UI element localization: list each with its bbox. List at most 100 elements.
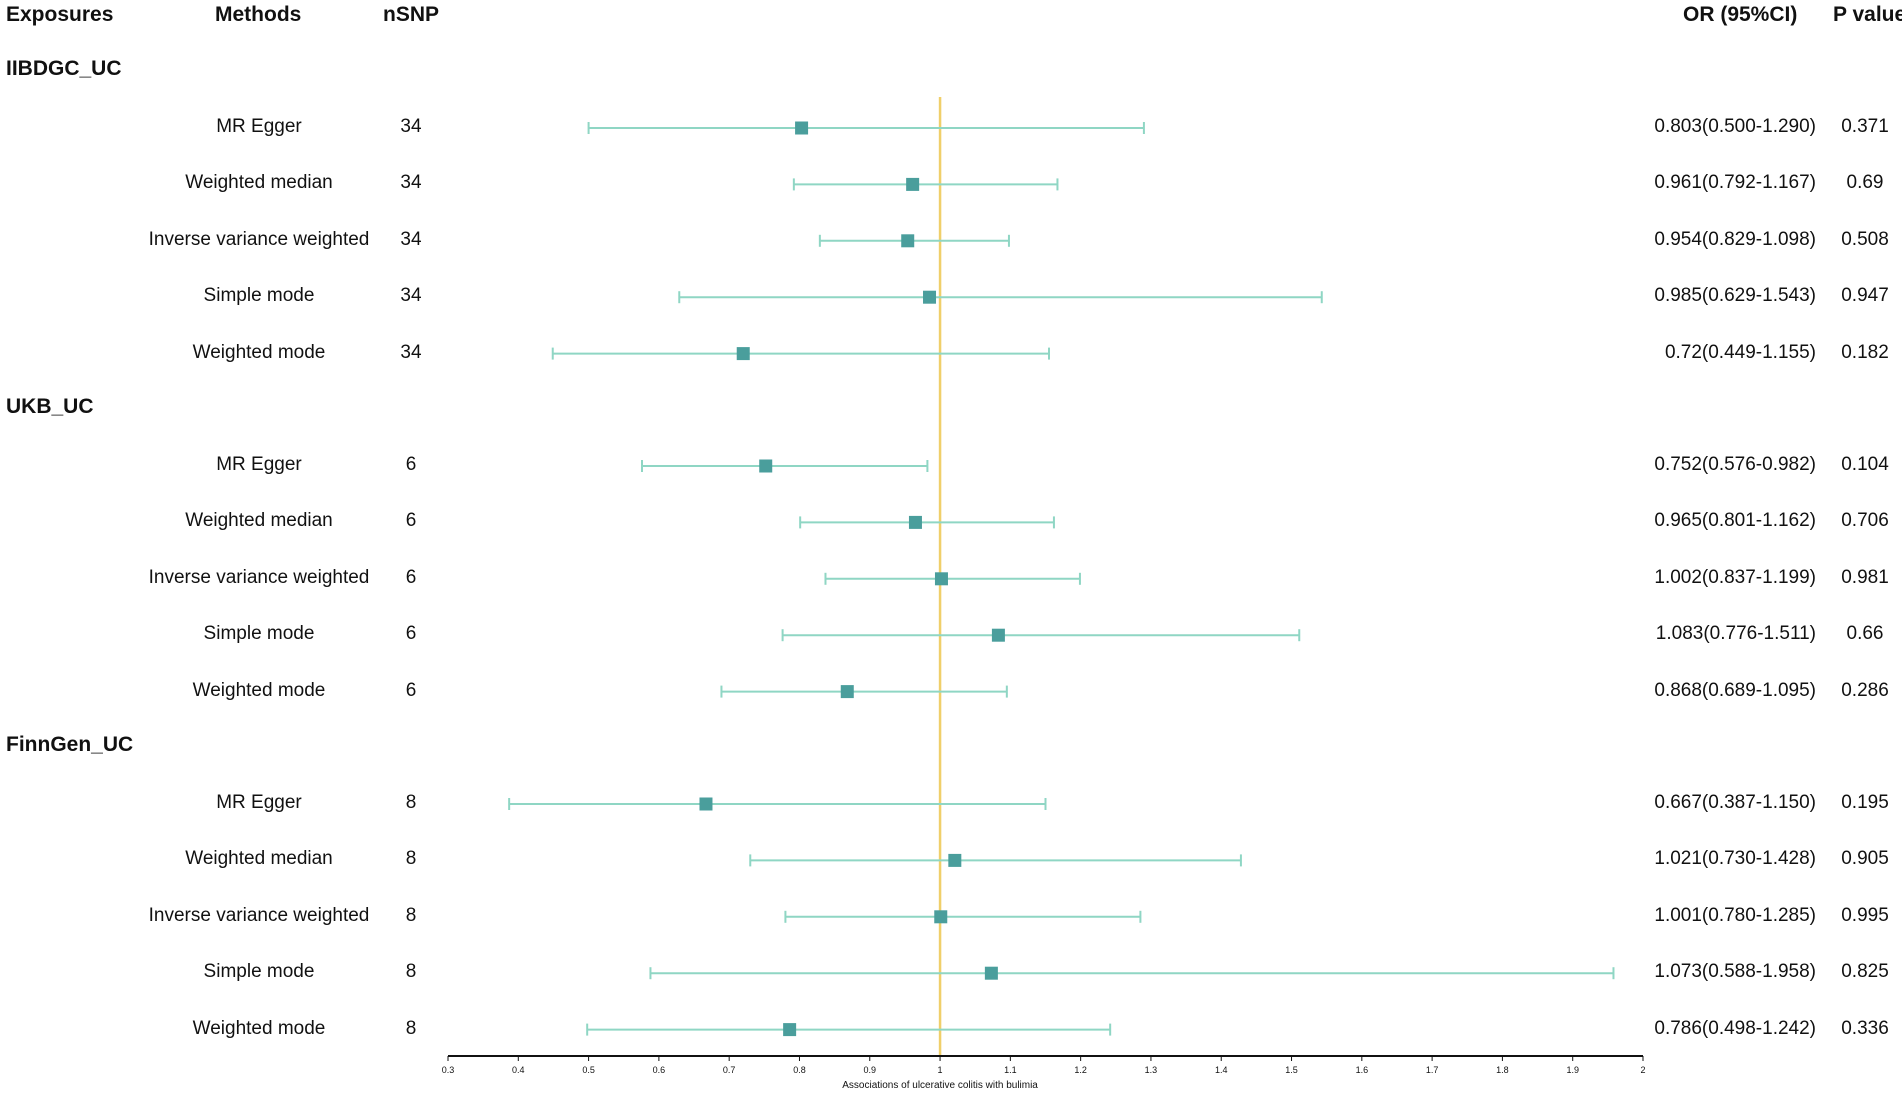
p-value: 0.69 (1846, 172, 1884, 194)
point-estimate (759, 459, 773, 473)
x-tick-label: 0.7 (723, 1065, 736, 1075)
method-label: Weighted median (185, 848, 333, 870)
nsnp-value: 34 (400, 285, 422, 307)
method-label: MR Egger (216, 454, 302, 475)
or-ci-value: 1.021(0.730-1.428) (1654, 848, 1816, 870)
x-tick-label: 1.2 (1074, 1065, 1087, 1075)
p-value: 0.995 (1841, 904, 1889, 926)
x-tick-label: 1.5 (1285, 1065, 1298, 1075)
or-ci-value: 0.667(0.387-1.150) (1654, 792, 1816, 813)
p-value: 0.981 (1841, 566, 1889, 588)
or-ci-value: 0.954(0.829-1.098) (1654, 228, 1816, 250)
header-exposures: Exposures (6, 3, 114, 26)
or-ci-value: 0.786(0.498-1.242) (1654, 1017, 1816, 1039)
group-label: FinnGen_UC (6, 733, 134, 756)
point-estimate (906, 177, 920, 191)
method-label: Weighted median (185, 172, 333, 194)
point-estimate (736, 347, 750, 361)
p-value: 0.371 (1841, 116, 1889, 137)
p-value: 0.104 (1841, 454, 1889, 475)
point-estimate (948, 853, 962, 867)
method-label: Inverse variance weighted (148, 904, 370, 926)
or-ci-value: 0.752(0.576-0.982) (1654, 454, 1816, 475)
or-ci-value: 1.001(0.780-1.285) (1654, 904, 1816, 926)
nsnp-value: 8 (405, 1017, 417, 1039)
header-p-value: P value (1833, 3, 1902, 26)
x-tick-label: 0.3 (442, 1065, 455, 1075)
x-axis-label: Associations of ulcerative colitis with … (842, 1080, 1038, 1091)
or-ci-value: 0.803(0.500-1.290) (1654, 116, 1816, 137)
or-ci-value: 0.868(0.689-1.095) (1654, 679, 1816, 701)
nsnp-value: 6 (405, 623, 417, 645)
x-tick-label: 1 (938, 1065, 943, 1075)
group-label: UKB_UC (6, 395, 94, 418)
x-tick-label: 0.9 (864, 1065, 877, 1075)
point-estimate (934, 572, 948, 586)
nsnp-value: 34 (400, 172, 422, 194)
p-value: 0.947 (1841, 285, 1889, 307)
point-estimate (783, 1023, 797, 1037)
point-estimate (840, 685, 854, 699)
x-tick-label: 1.7 (1426, 1065, 1439, 1075)
method-label: Weighted median (185, 510, 333, 532)
or-ci-value: 0.985(0.629-1.543) (1654, 285, 1816, 307)
p-value: 0.706 (1841, 510, 1889, 532)
nsnp-value: 8 (405, 904, 417, 926)
point-estimate (699, 797, 713, 811)
x-tick-label: 1.1 (1004, 1065, 1017, 1075)
p-value: 0.286 (1841, 679, 1889, 701)
nsnp-value: 34 (400, 228, 422, 250)
method-label: Simple mode (203, 961, 315, 983)
p-value: 0.508 (1841, 228, 1889, 250)
method-label: Inverse variance weighted (148, 228, 370, 250)
x-tick-label: 2 (1640, 1065, 1645, 1075)
p-value: 0.66 (1846, 623, 1884, 645)
or-ci-value: 0.965(0.801-1.162) (1654, 510, 1816, 532)
method-label: Simple mode (203, 285, 315, 307)
nsnp-value: 6 (405, 566, 417, 588)
p-value: 0.905 (1841, 848, 1889, 870)
point-estimate (795, 121, 809, 135)
nsnp-value: 6 (405, 454, 417, 475)
nsnp-value: 34 (400, 341, 422, 363)
header-or-ci: OR (95%CI) (1683, 3, 1798, 26)
nsnp-value: 8 (405, 792, 417, 813)
method-label: MR Egger (216, 792, 302, 813)
x-tick-label: 1.3 (1145, 1065, 1158, 1075)
p-value: 0.825 (1841, 961, 1889, 983)
x-tick-label: 0.8 (793, 1065, 806, 1075)
point-estimate (991, 628, 1005, 642)
x-tick-label: 1.8 (1496, 1065, 1509, 1075)
method-label: Weighted mode (192, 1017, 326, 1039)
point-estimate (908, 515, 922, 529)
method-label: Simple mode (203, 623, 315, 645)
nsnp-value: 6 (405, 679, 417, 701)
p-value: 0.182 (1841, 341, 1889, 363)
method-label: Weighted mode (192, 341, 326, 363)
point-estimate (984, 966, 998, 980)
nsnp-value: 34 (400, 116, 422, 137)
method-label: Weighted mode (192, 679, 326, 701)
or-ci-value: 1.073(0.588-1.958) (1654, 961, 1816, 983)
p-value: 0.195 (1841, 792, 1889, 813)
or-ci-value: 0.72(0.449-1.155) (1664, 341, 1816, 363)
p-value: 0.336 (1841, 1017, 1889, 1039)
nsnp-value: 6 (405, 510, 417, 532)
header-nsnp: nSNP (383, 3, 440, 26)
method-label: MR Egger (216, 116, 302, 137)
point-estimate (934, 910, 948, 924)
method-label: Inverse variance weighted (148, 566, 370, 588)
nsnp-value: 8 (405, 961, 417, 983)
x-tick-label: 0.5 (582, 1065, 595, 1075)
x-tick-label: 1.9 (1566, 1065, 1579, 1075)
x-tick-label: 0.6 (653, 1065, 666, 1075)
group-label: IIBDGC_UC (6, 57, 122, 80)
point-estimate (901, 234, 915, 248)
or-ci-value: 0.961(0.792-1.167) (1654, 172, 1816, 194)
x-tick-label: 1.4 (1215, 1065, 1228, 1075)
x-tick-label: 1.6 (1356, 1065, 1369, 1075)
x-tick-label: 0.4 (512, 1065, 525, 1075)
or-ci-value: 1.083(0.776-1.511) (1655, 623, 1816, 645)
or-ci-value: 1.002(0.837-1.199) (1654, 566, 1816, 588)
